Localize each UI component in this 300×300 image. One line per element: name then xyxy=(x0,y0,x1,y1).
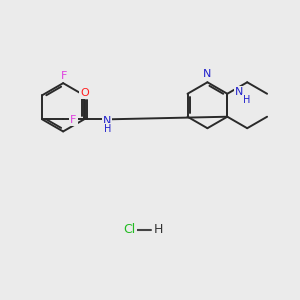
Text: F: F xyxy=(61,70,67,80)
Text: N: N xyxy=(203,69,212,79)
Text: F: F xyxy=(70,115,77,125)
Text: H: H xyxy=(154,223,164,236)
Text: H: H xyxy=(103,124,111,134)
Text: N: N xyxy=(235,87,244,97)
Text: H: H xyxy=(243,95,250,105)
Text: O: O xyxy=(80,88,89,98)
Text: N: N xyxy=(103,116,112,126)
Text: Cl: Cl xyxy=(124,223,136,236)
